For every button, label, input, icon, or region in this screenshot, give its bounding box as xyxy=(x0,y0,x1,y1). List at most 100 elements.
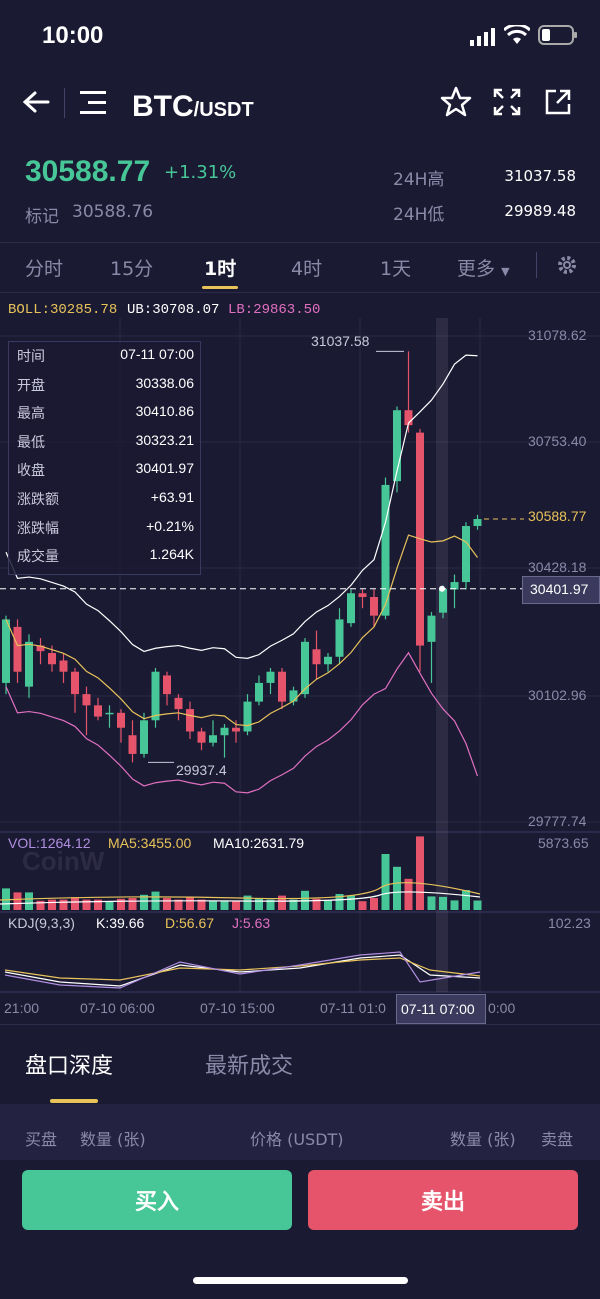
boll-lower-line xyxy=(5,651,479,794)
last-price: 30588.77 xyxy=(25,155,151,188)
candle-body xyxy=(59,660,68,672)
volume-bar xyxy=(59,899,68,910)
tab-fenshi[interactable]: 分时 xyxy=(25,258,64,280)
vol-ma5: MA5:3455.00 xyxy=(108,835,192,851)
kline-chart[interactable] xyxy=(0,318,600,1018)
battery-icon xyxy=(538,25,577,45)
crosshair-time: 07-11 07:00 xyxy=(401,1001,475,1017)
price-axis-label: 30753.40 xyxy=(528,433,587,449)
candle-body xyxy=(335,619,344,657)
info-row: 时间 07-11 07:00 xyxy=(9,342,200,370)
nav-divider xyxy=(64,88,65,118)
candle-body xyxy=(301,641,309,695)
candle-body xyxy=(186,709,194,732)
kdj-d-line xyxy=(4,957,481,981)
vol-ma10: MA10:2631.79 xyxy=(213,835,305,851)
info-value: 30338.06 xyxy=(135,374,194,391)
x-axis-label: 07-10 06:00 xyxy=(80,1000,155,1016)
star-icon[interactable] xyxy=(440,86,472,118)
status-bar: 10:00 xyxy=(0,0,600,70)
crosshair-time-tag: 07-11 07:00 xyxy=(396,994,486,1024)
col-qty-right: 数量 (张) xyxy=(450,1130,516,1149)
col-qty-left: 数量 (张) xyxy=(80,1130,146,1149)
low-marker: 29937.4 xyxy=(176,762,227,778)
volume-bar xyxy=(462,890,470,910)
price-axis-label: 31078.62 xyxy=(528,327,587,343)
candle-body xyxy=(71,671,79,695)
info-value: 1.264K xyxy=(149,546,194,563)
boll-value: BOLL:30285.78 xyxy=(8,302,118,318)
tabs-divider-vertical xyxy=(536,252,537,278)
candle-body xyxy=(48,653,56,665)
gear-icon[interactable] xyxy=(555,253,579,277)
volume-bar xyxy=(94,899,102,910)
candle-body xyxy=(13,626,22,672)
volume-bar xyxy=(232,901,240,910)
vol-ma10-line xyxy=(0,891,481,905)
info-key: 成交量 xyxy=(17,549,59,566)
low-value: 29989.48 xyxy=(504,202,576,220)
volume-bar xyxy=(186,897,194,910)
candle-body xyxy=(220,727,229,736)
low-label: 24H低 xyxy=(393,205,445,225)
buy-button[interactable]: 买入 xyxy=(22,1170,292,1230)
pair-quote: /USDT xyxy=(193,99,254,121)
info-value: 30401.97 xyxy=(135,460,194,477)
sell-button[interactable]: 卖出 xyxy=(308,1170,578,1230)
info-key: 开盘 xyxy=(17,377,45,394)
volume-bar xyxy=(393,866,401,910)
share-icon[interactable] xyxy=(544,88,572,116)
candle-body xyxy=(370,596,378,616)
candle-body xyxy=(128,735,137,754)
watermark: CoinW xyxy=(22,846,105,876)
kdj-k-line xyxy=(4,954,481,987)
lb-value: LB:29863.50 xyxy=(228,302,321,318)
volume-bar xyxy=(416,836,424,910)
menu-icon[interactable] xyxy=(80,90,110,116)
candle-body xyxy=(94,705,102,717)
volume-bar xyxy=(243,895,252,910)
tab-4h[interactable]: 4时 xyxy=(291,258,323,280)
high-label: 24H高 xyxy=(393,170,445,190)
tab-15m[interactable]: 15分 xyxy=(110,258,154,280)
volume-bar xyxy=(439,896,447,910)
orderbook-header: 买盘 数量 (张) 价格 (USDT) 数量 (张) 卖盘 xyxy=(0,1104,600,1160)
candle-body xyxy=(105,712,114,715)
divider xyxy=(0,242,600,243)
back-arrow-icon[interactable] xyxy=(22,90,50,114)
volume-bar xyxy=(13,892,22,910)
orderbook-tab-underline xyxy=(50,1099,98,1103)
volume-bar xyxy=(450,900,459,910)
volume-bar xyxy=(370,898,378,910)
boll-mid-line xyxy=(5,534,478,727)
divider xyxy=(0,292,600,293)
info-key: 时间 xyxy=(17,349,45,365)
tab-1h[interactable]: 1时 xyxy=(204,258,237,280)
candle-body xyxy=(197,731,206,743)
mark-label: 标记 xyxy=(25,207,59,227)
fullscreen-icon[interactable] xyxy=(493,88,521,116)
tab-more[interactable]: 更多 ▼ xyxy=(457,254,510,281)
candle-body xyxy=(427,615,436,642)
info-row: 开盘 30338.06 xyxy=(9,371,200,399)
info-row: 最高 30410.86 xyxy=(9,399,200,427)
candle-body xyxy=(163,675,171,695)
volume-bar xyxy=(140,894,148,910)
tab-latest-trades[interactable]: 最新成交 xyxy=(205,1054,294,1079)
info-value: +0.21% xyxy=(146,517,194,534)
crosshair-column xyxy=(436,318,448,992)
kdj-j-line xyxy=(4,951,481,989)
volume-bar xyxy=(255,898,263,910)
volume-bar xyxy=(347,895,355,910)
home-indicator xyxy=(193,1277,408,1284)
pair-title[interactable]: BTC/USDT xyxy=(132,90,254,124)
tab-1d[interactable]: 1天 xyxy=(380,258,412,280)
candle-body xyxy=(439,588,447,613)
tab-orderbook-depth[interactable]: 盘口深度 xyxy=(25,1054,114,1079)
price-axis-label: 30428.18 xyxy=(528,559,587,575)
candle-body xyxy=(381,484,390,616)
col-ask: 卖盘 xyxy=(541,1130,574,1149)
candle-body xyxy=(450,582,459,590)
status-time: 10:00 xyxy=(42,22,104,49)
candle-body xyxy=(151,671,160,721)
